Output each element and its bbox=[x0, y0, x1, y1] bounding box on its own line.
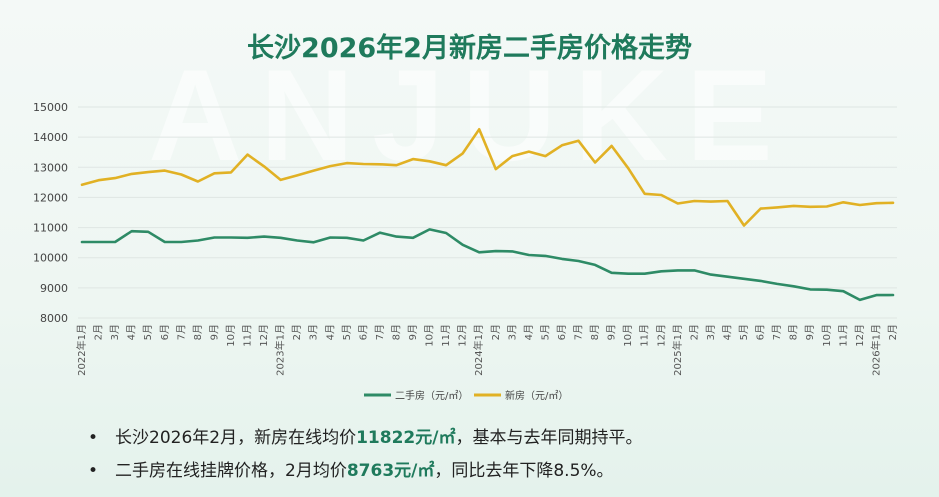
x-tick-label: 12月 bbox=[258, 324, 270, 347]
x-tick-label: 7月 bbox=[771, 324, 783, 340]
x-tick-label: 7月 bbox=[573, 324, 585, 340]
y-tick-label: 9000 bbox=[40, 282, 68, 295]
x-tick-label: 5月 bbox=[341, 324, 353, 340]
y-tick-label: 15000 bbox=[33, 101, 68, 114]
bullet-item-new-house: • 长沙2026年2月，新房在线均价11822元/㎡，基本与去年同期持平。 bbox=[88, 422, 642, 455]
x-tick-label: 12月 bbox=[655, 324, 667, 347]
y-tick-label: 8000 bbox=[40, 312, 68, 325]
x-tick-label: 8月 bbox=[788, 324, 800, 340]
bullet-highlight-value: 11822元/㎡ bbox=[356, 428, 456, 448]
x-tick-label: 5月 bbox=[539, 324, 551, 340]
bullet-text-post: ，同比去年下降8.5%。 bbox=[434, 461, 614, 481]
x-tick-label: 3月 bbox=[705, 324, 717, 340]
x-tick-label: 8月 bbox=[390, 324, 402, 340]
y-tick-label: 12000 bbox=[33, 191, 68, 204]
x-tick-label: 2月 bbox=[490, 324, 502, 340]
x-tick-label: 4月 bbox=[126, 324, 138, 340]
x-tick-label: 10月 bbox=[225, 324, 237, 347]
x-tick-label: 12月 bbox=[854, 324, 866, 347]
x-tick-label: 2026年1月 bbox=[869, 324, 882, 376]
x-tick-label: 10月 bbox=[622, 324, 634, 347]
x-tick-label: 9月 bbox=[208, 324, 220, 340]
x-tick-label: 6月 bbox=[755, 324, 767, 340]
x-tick-label: 10月 bbox=[424, 324, 436, 347]
y-axis-ticks: 8000 9000 10000 11000 12000 13000 14000 15000 bbox=[33, 101, 68, 325]
x-tick-label: 2月 bbox=[291, 324, 303, 340]
x-tick-label: 10月 bbox=[821, 324, 833, 347]
bullet-dot-icon: • bbox=[88, 461, 99, 481]
x-tick-label: 2月 bbox=[688, 324, 700, 340]
x-tick-label: 2月 bbox=[93, 324, 105, 340]
price-trend-chart: 8000 9000 10000 11000 12000 13000 14000 15000 2… bbox=[33, 101, 899, 402]
x-tick-label: 9月 bbox=[606, 324, 618, 340]
legend-label: 二手房（元/㎡） bbox=[395, 389, 468, 402]
legend: 二手房（元/㎡） 新房（元/㎡） bbox=[364, 389, 568, 402]
x-tick-label: 2023年1月 bbox=[274, 324, 287, 376]
y-tick-label: 14000 bbox=[33, 131, 68, 144]
x-tick-label: 8月 bbox=[192, 324, 204, 340]
legend-label: 新房（元/㎡） bbox=[505, 389, 568, 402]
x-tick-label: 4月 bbox=[324, 324, 336, 340]
bullet-highlight-value: 8763元/㎡ bbox=[346, 461, 435, 481]
x-tick-label: 11月 bbox=[639, 324, 651, 347]
x-tick-label: 11月 bbox=[242, 324, 254, 347]
x-tick-label: 9月 bbox=[804, 324, 816, 340]
x-tick-label: 9月 bbox=[407, 324, 419, 340]
summary-bullets: • 长沙2026年2月，新房在线均价11822元/㎡，基本与去年同期持平。 • … bbox=[88, 422, 642, 488]
x-tick-label: 11月 bbox=[837, 324, 849, 347]
x-tick-label: 5月 bbox=[738, 324, 750, 340]
series-lines bbox=[80, 127, 895, 302]
y-tick-label: 13000 bbox=[33, 161, 68, 174]
page-title: 长沙2026年2月新房二手房价格走势 bbox=[247, 33, 692, 64]
x-tick-label: 7月 bbox=[374, 324, 386, 340]
x-tick-label: 4月 bbox=[523, 324, 535, 340]
x-tick-label: 7月 bbox=[175, 324, 187, 340]
x-tick-label: 11月 bbox=[440, 324, 452, 347]
gridlines bbox=[78, 106, 897, 319]
bullet-item-second-hand: • 二手房在线挂牌价格，2月均价8763元/㎡，同比去年下降8.5%。 bbox=[88, 455, 642, 488]
x-tick-label: 8月 bbox=[589, 324, 601, 340]
bullet-text-pre: 长沙2026年2月，新房在线均价 bbox=[115, 428, 357, 448]
x-tick-label: 3月 bbox=[109, 324, 121, 340]
series-line-second-hand bbox=[80, 228, 895, 302]
x-tick-label: 4月 bbox=[721, 324, 733, 340]
x-tick-label: 6月 bbox=[159, 324, 171, 340]
x-tick-label: 6月 bbox=[357, 324, 369, 340]
x-tick-label: 3月 bbox=[308, 324, 320, 340]
x-tick-label: 3月 bbox=[506, 324, 518, 340]
x-tick-label: 6月 bbox=[556, 324, 568, 340]
x-tick-label: 5月 bbox=[142, 324, 154, 340]
x-tick-label: 2022年1月 bbox=[75, 324, 88, 376]
bullet-text-pre: 二手房在线挂牌价格，2月均价 bbox=[115, 461, 347, 481]
watermark-background: ANJUKE bbox=[148, 42, 791, 188]
bullet-dot-icon: • bbox=[88, 428, 99, 448]
x-tick-label: 2025年1月 bbox=[671, 324, 684, 376]
x-tick-label: 2月 bbox=[887, 324, 899, 340]
y-tick-label: 10000 bbox=[33, 252, 68, 265]
bullet-text-post: ，基本与去年同期持平。 bbox=[455, 428, 643, 448]
series-line-new-house bbox=[80, 127, 895, 227]
x-tick-label: 12月 bbox=[457, 324, 469, 347]
y-tick-label: 11000 bbox=[33, 222, 68, 235]
x-tick-label: 2024年1月 bbox=[472, 324, 485, 376]
x-axis-ticks: 2022年1月 2月 3月 4月 5月 6月 7月 8月 9月 10月 11月 12月 2023年1月 2… bbox=[75, 324, 899, 376]
